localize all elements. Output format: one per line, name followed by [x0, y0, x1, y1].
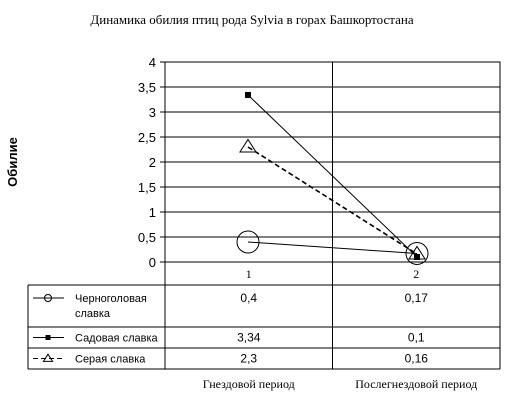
y-tick-label: 0 [149, 255, 156, 270]
y-tick-label: 2,5 [138, 130, 156, 145]
data-value-label: 0,1 [408, 331, 425, 345]
y-tick-label: 1,5 [138, 180, 156, 195]
category-label: Гнездовой период [203, 377, 295, 391]
data-point-marker [239, 138, 257, 153]
y-tick-label: 3 [149, 105, 156, 120]
category-label: Послегнездовой период [355, 377, 477, 391]
chart-title: Динамика обилия птиц рода Sylvia в горах… [90, 12, 413, 27]
series-line [247, 146, 418, 255]
category-labels: Гнездовой период Послегнездовой период [203, 377, 477, 391]
data-value-label: 0,4 [240, 291, 257, 305]
data-value-label: 0,17 [405, 291, 429, 305]
legend-label: Садовая славка [75, 333, 159, 345]
legend-label: славка [75, 308, 111, 320]
data-point-marker [245, 92, 251, 98]
legend-marker [44, 294, 52, 302]
y-axis-label: Обилие [5, 137, 20, 187]
legend-marker [45, 335, 51, 340]
series-line [247, 241, 418, 254]
data-point-marker [236, 230, 260, 254]
x-tick-label: 2 [413, 267, 419, 281]
legend-marker [42, 353, 54, 362]
y-tick-label: 1 [149, 205, 156, 220]
data-point-marker [414, 254, 420, 260]
x-tick-label: 1 [246, 267, 252, 281]
data-point-marker [408, 245, 426, 260]
data-table: 1 2 Черноголовая славка 0,4 0,17 Садовая славк… [27, 261, 501, 370]
legend-label: Серая славка [75, 354, 146, 366]
data-value-label: 2,3 [240, 352, 257, 366]
data-value-label: 0,16 [405, 352, 429, 366]
data-point-marker [405, 242, 429, 265]
y-tick-label: 4 [149, 55, 156, 70]
plot-area: 0 0,5 1 1,5 2 2,5 3 3,5 4 [138, 55, 501, 270]
y-tick-label: 0,5 [138, 230, 156, 245]
y-tick-label: 2 [149, 155, 156, 170]
y-tick-label: 3,5 [138, 80, 156, 95]
series-line [247, 94, 418, 258]
data-value-label: 3,34 [237, 331, 261, 345]
legend-label: Черноголовая [75, 293, 147, 305]
